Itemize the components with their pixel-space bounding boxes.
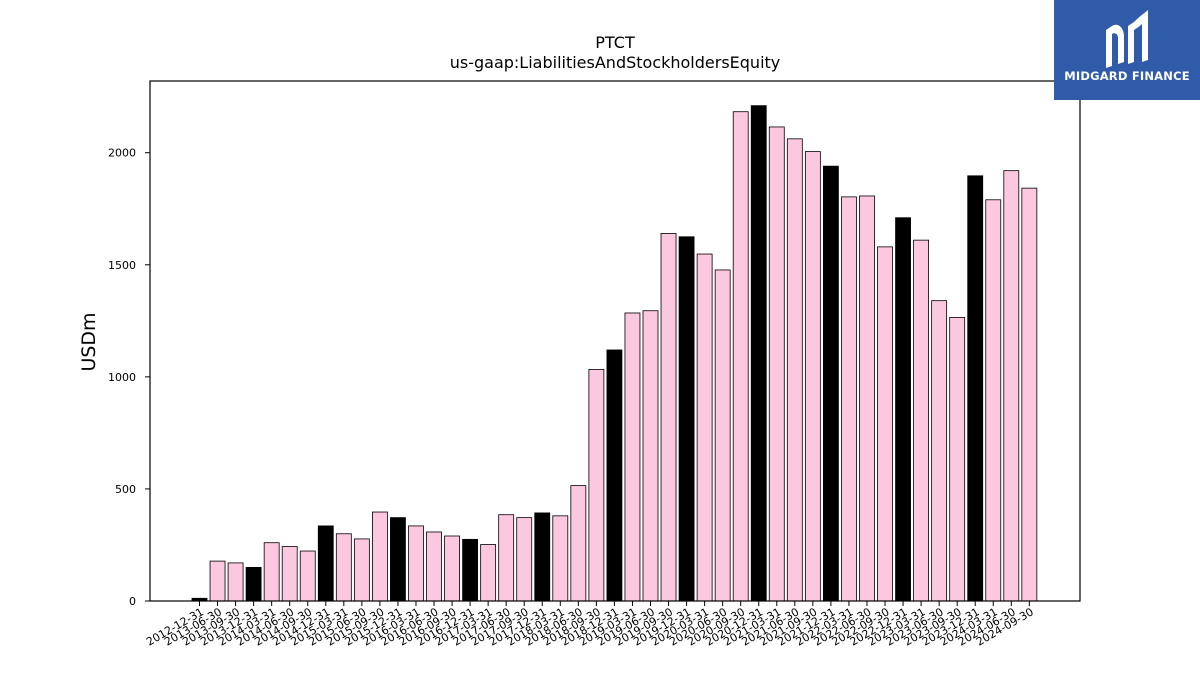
y-tick-label: 2000	[108, 147, 136, 160]
bar	[444, 535, 460, 602]
bar	[660, 233, 677, 602]
bar	[281, 546, 298, 602]
bar	[408, 525, 424, 602]
bar	[390, 517, 406, 602]
bar	[371, 511, 388, 602]
bar	[588, 369, 605, 602]
bar	[732, 111, 749, 602]
bar	[480, 544, 497, 602]
bar	[913, 239, 929, 602]
bar	[714, 269, 731, 602]
bar	[1021, 187, 1038, 602]
y-axis-label: USDm	[78, 312, 100, 371]
chart-title: PTCT	[595, 33, 635, 52]
y-tick-label: 1500	[108, 259, 136, 272]
bar	[624, 312, 641, 602]
bar	[570, 485, 587, 602]
brand-name: MIDGARD FINANCE	[1064, 69, 1190, 83]
bar	[786, 138, 803, 602]
y-tick-label: 1000	[108, 371, 136, 384]
plot-frame	[149, 80, 1081, 602]
bar	[335, 533, 352, 602]
bar	[768, 126, 785, 602]
bar	[859, 195, 875, 602]
bar	[895, 217, 911, 602]
brand-logo: MIDGARD FINANCE	[1054, 0, 1200, 100]
bar	[317, 525, 334, 602]
x-ticks-group: 2012-12-312013-06-302013-09-302013-12-31…	[144, 601, 1036, 649]
y-ticks-group: 0 500 1000 1500 2000	[108, 147, 150, 608]
bar	[877, 246, 893, 602]
bar	[678, 236, 695, 602]
bar	[750, 105, 767, 602]
bar	[804, 151, 821, 602]
bar	[823, 165, 839, 602]
bar	[949, 317, 966, 602]
bar	[967, 175, 984, 602]
bar	[841, 196, 857, 602]
bar	[552, 515, 569, 602]
bar	[498, 514, 515, 602]
y-tick-label: 0	[129, 595, 136, 608]
bar	[534, 512, 551, 602]
bar	[209, 560, 226, 602]
bar	[299, 550, 316, 602]
bar	[516, 517, 533, 602]
bar	[931, 300, 948, 602]
bar	[606, 349, 623, 602]
bar	[642, 310, 659, 602]
bar	[353, 538, 370, 602]
bar	[696, 253, 713, 602]
bar	[985, 199, 1002, 602]
midgard-logo-icon	[1106, 10, 1148, 68]
bar	[245, 566, 262, 602]
y-tick-label: 500	[115, 483, 136, 496]
chart-subtitle: us-gaap:LiabilitiesAndStockholdersEquity	[450, 53, 781, 72]
bar	[1003, 170, 1020, 602]
bar	[462, 538, 479, 602]
bar	[426, 531, 442, 602]
bars-group	[191, 105, 1038, 602]
bar	[227, 562, 244, 602]
bar	[263, 542, 280, 602]
